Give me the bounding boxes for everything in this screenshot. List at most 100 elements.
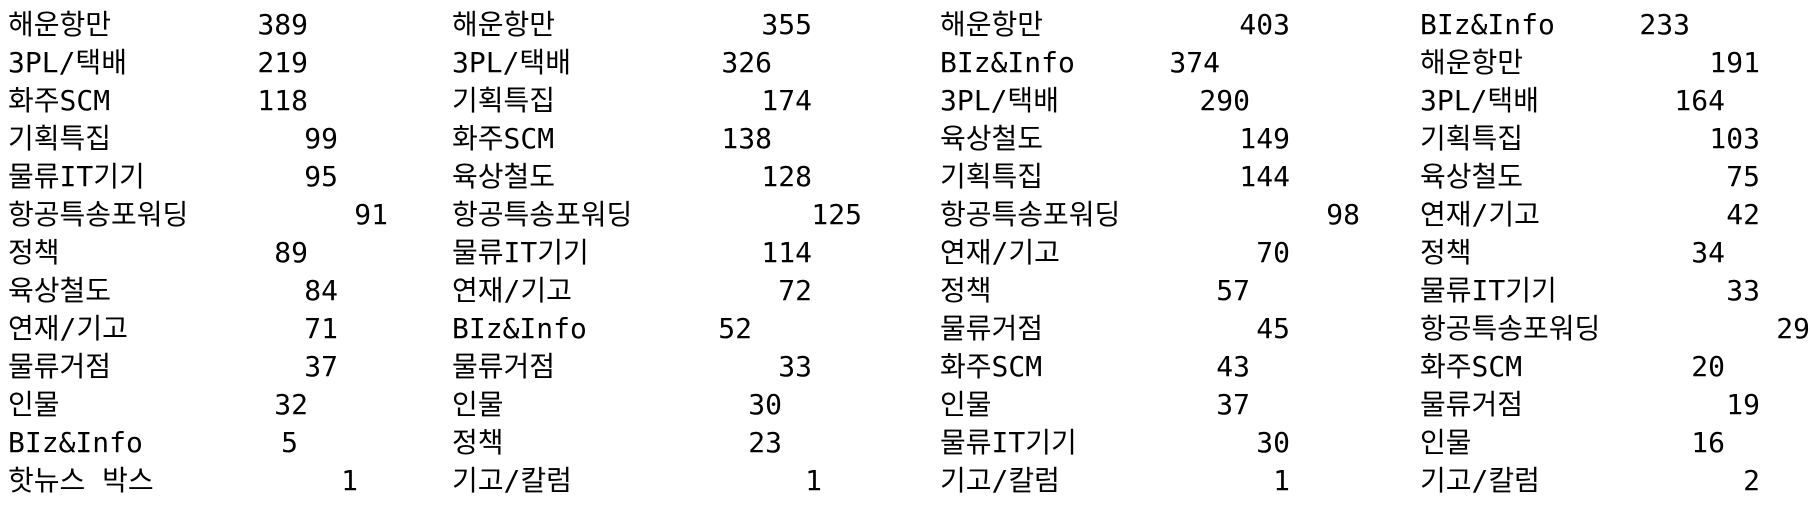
category-count: 326 — [721, 46, 772, 79]
category-label: BIz&Info — [8, 426, 143, 459]
category-label: 해운항만 — [1420, 46, 1524, 79]
category-label: 기획특집 — [1420, 122, 1524, 155]
category-label: 연재/기고 — [452, 274, 572, 307]
category-count: 1 — [805, 464, 822, 497]
category-count: 52 — [718, 312, 752, 345]
category-count: 72 — [778, 274, 812, 307]
category-label: 화주SCM — [940, 350, 1043, 383]
category-label: 항공특송포워딩 — [8, 198, 189, 231]
category-count: 138 — [721, 122, 772, 155]
category-count: 125 — [811, 198, 862, 231]
category-label: 핫뉴스 박스 — [8, 464, 154, 497]
category-label: 정책 — [1420, 236, 1472, 269]
category-label: 기획특집 — [452, 84, 556, 117]
category-label: 물류IT기기 — [8, 160, 145, 193]
category-count: 1 — [341, 464, 358, 497]
category-count: 89 — [274, 236, 308, 269]
category-label: BIz&Info — [452, 312, 587, 345]
category-label: 인물 — [940, 388, 992, 421]
category-count: 99 — [304, 122, 338, 155]
category-count: 34 — [1691, 236, 1725, 269]
category-count: 84 — [304, 274, 338, 307]
category-count: 98 — [1326, 198, 1360, 231]
category-count: 118 — [257, 84, 308, 117]
category-label: 기획특집 — [940, 160, 1044, 193]
category-count: 2 — [1743, 464, 1760, 497]
category-count: 33 — [778, 350, 812, 383]
category-label: 물류거점 — [8, 350, 112, 383]
category-count: 91 — [354, 198, 388, 231]
category-label: 정책 — [940, 274, 992, 307]
category-label: 항공특송포워딩 — [940, 198, 1121, 231]
category-count: 75 — [1726, 160, 1760, 193]
category-count: 233 — [1639, 8, 1690, 41]
category-label: 해운항만 — [8, 8, 112, 41]
category-label: 육상철도 — [1420, 160, 1524, 193]
category-label: 물류거점 — [940, 312, 1044, 345]
category-label: 화주SCM — [8, 84, 111, 117]
category-count: 219 — [257, 46, 308, 79]
category-label: 물류IT기기 — [1420, 274, 1557, 307]
category-count: 95 — [304, 160, 338, 193]
category-label: 물류IT기기 — [452, 236, 589, 269]
category-count: 355 — [761, 8, 812, 41]
category-count: 20 — [1691, 350, 1725, 383]
category-label: 육상철도 — [940, 122, 1044, 155]
category-count: 16 — [1691, 426, 1725, 459]
category-count: 1 — [1273, 464, 1290, 497]
category-label: 기고/칼럼 — [452, 464, 572, 497]
category-count: 128 — [761, 160, 812, 193]
category-count: 37 — [304, 350, 338, 383]
category-count: 30 — [748, 388, 782, 421]
category-count: 144 — [1239, 160, 1290, 193]
category-count: 70 — [1256, 236, 1290, 269]
category-label: 인물 — [452, 388, 504, 421]
category-label: 정책 — [8, 236, 60, 269]
category-count: 149 — [1239, 122, 1290, 155]
category-label: 해운항만 — [452, 8, 556, 41]
category-label: 기고/칼럼 — [1420, 464, 1540, 497]
category-label: 기고/칼럼 — [940, 464, 1060, 497]
category-count: 57 — [1216, 274, 1250, 307]
category-count: 191 — [1709, 46, 1760, 79]
category-count: 103 — [1709, 122, 1760, 155]
category-label: 항공특송포워딩 — [452, 198, 633, 231]
category-label: 연재/기고 — [1420, 198, 1540, 231]
category-count: 19 — [1726, 388, 1760, 421]
category-label: BIz&Info — [1420, 8, 1555, 41]
category-label: BIz&Info — [940, 46, 1075, 79]
category-label: 해운항만 — [940, 8, 1044, 41]
category-label: 인물 — [1420, 426, 1472, 459]
category-label: 기획특집 — [8, 122, 112, 155]
category-label: 인물 — [8, 388, 60, 421]
category-count: 30 — [1256, 426, 1290, 459]
category-label: 연재/기고 — [8, 312, 128, 345]
category-label: 연재/기고 — [940, 236, 1060, 269]
category-label: 화주SCM — [1420, 350, 1523, 383]
category-count: 45 — [1256, 312, 1290, 345]
category-label: 3PL/택배 — [1420, 84, 1539, 117]
category-label: 물류IT기기 — [940, 426, 1077, 459]
category-label: 항공특송포워딩 — [1420, 312, 1601, 345]
category-count: 389 — [257, 8, 308, 41]
category-count: 114 — [761, 236, 812, 269]
category-label: 정책 — [452, 426, 504, 459]
category-label: 육상철도 — [452, 160, 556, 193]
category-label: 육상철도 — [8, 274, 112, 307]
category-count: 403 — [1239, 8, 1290, 41]
category-count: 23 — [748, 426, 782, 459]
category-label: 3PL/택배 — [8, 46, 127, 79]
category-count: 290 — [1199, 84, 1250, 117]
category-count: 43 — [1216, 350, 1250, 383]
category-count: 164 — [1674, 84, 1725, 117]
category-count: 37 — [1216, 388, 1250, 421]
category-label: 3PL/택배 — [940, 84, 1059, 117]
category-count: 71 — [304, 312, 338, 345]
category-count: 5 — [281, 426, 298, 459]
category-count: 29 — [1776, 312, 1810, 345]
category-count: 33 — [1726, 274, 1760, 307]
category-label: 물류거점 — [452, 350, 556, 383]
category-label: 화주SCM — [452, 122, 555, 155]
category-count: 42 — [1726, 198, 1760, 231]
